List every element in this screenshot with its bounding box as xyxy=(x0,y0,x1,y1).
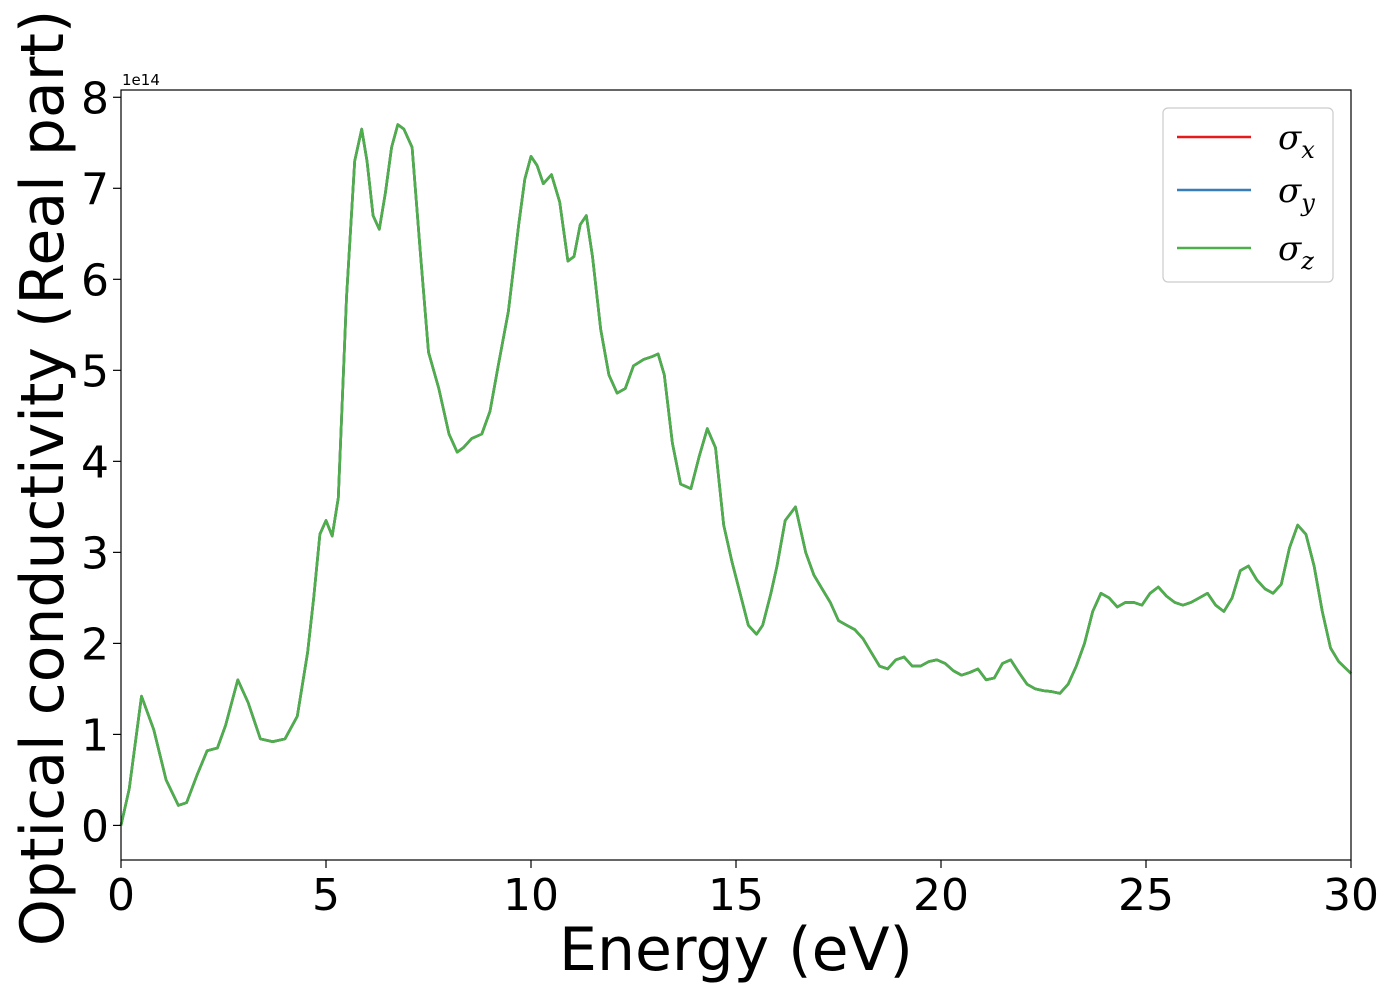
y-tick-label: 7 xyxy=(81,164,109,215)
x-tick-label: 0 xyxy=(107,870,135,921)
x-axis-label: Energy (eV) xyxy=(559,915,913,985)
y-axis-ticks: 0 1 2 3 4 5 6 7 8 xyxy=(81,73,121,852)
y-tick-label: 0 xyxy=(81,801,109,852)
x-tick-label: 5 xyxy=(312,870,340,921)
y-tick-label: 8 xyxy=(81,73,109,124)
series-line-2 xyxy=(119,123,1352,826)
y-tick-label: 6 xyxy=(81,255,109,306)
y-offset-label: 1e14 xyxy=(122,71,160,89)
legend-box xyxy=(1162,107,1334,283)
y-tick-label: 4 xyxy=(81,437,109,488)
legend-label-x: σx xyxy=(1278,118,1315,164)
y-axis-label: Optical conductivity (Real part) xyxy=(8,10,78,947)
x-tick-label: 10 xyxy=(503,870,559,921)
series-layer xyxy=(119,123,1352,826)
x-tick-label: 20 xyxy=(913,870,969,921)
x-axis-ticks: 0 5 10 15 20 25 30 xyxy=(107,860,1379,921)
x-tick-label: 25 xyxy=(1118,870,1174,921)
y-tick-label: 3 xyxy=(81,528,109,579)
x-tick-label: 15 xyxy=(708,870,764,921)
y-tick-label: 2 xyxy=(81,619,109,670)
y-tick-label: 1 xyxy=(81,710,109,761)
x-tick-label: 30 xyxy=(1323,870,1379,921)
y-tick-label: 5 xyxy=(81,346,109,397)
